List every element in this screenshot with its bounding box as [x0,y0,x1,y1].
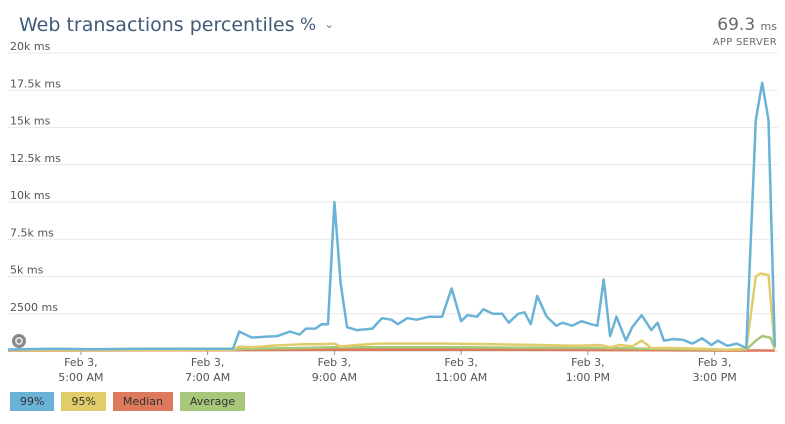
unit-label: % [300,15,317,35]
scrubber-handle-icon[interactable] [12,334,26,348]
legend-item-median[interactable]: Median [112,392,173,411]
series-line-99pct [7,81,777,351]
y-tick-label: 17.5k ms [10,77,61,90]
x-axis-ticks: Feb 3, 5:00 AM Feb 3, 7:00 AM Feb 3, 9:00 AM F… [58,351,737,384]
legend-item-average[interactable]: Average [179,392,246,411]
x-tick-date: Feb 3, [318,356,351,369]
x-tick-date: Feb 3, [64,356,97,369]
legend: 99% 95% Median Average [10,392,246,411]
summary-metric: 69.3 ms APP SERVER [713,15,777,48]
summary-label: APP SERVER [712,37,777,48]
summary-value: 69.3 ms [717,15,777,35]
x-tick-date: Feb 3, [571,356,604,369]
x-tick-time: 11:00 AM [435,371,487,384]
x-tick-date: Feb 3, [444,356,477,369]
x-tick-time: 9:00 AM [312,371,357,384]
x-tick-time: 1:00 PM [566,371,610,384]
series-line-median [7,348,775,352]
grid-lines [8,52,778,352]
chevron-down-icon: ⌄ [324,17,335,31]
legend-item-99pct[interactable]: 99% [10,392,55,411]
series-line-95pct [7,272,777,352]
unit-dropdown[interactable]: % ⌄ [300,15,334,35]
y-tick-label: 20k ms [10,40,51,53]
y-tick-label: 5k ms [10,264,44,277]
y-tick-label: 2500 ms [10,301,58,314]
y-axis-ticks: 2500 ms 5k ms 7.5k ms 10k ms 12.5k ms 15k ms 1… [10,40,61,314]
x-tick-time: 3:00 PM [692,371,736,384]
chart-title: Web transactions percentiles [19,14,295,36]
legend-item-95pct[interactable]: 95% [61,392,106,411]
y-tick-label: 10k ms [10,189,51,202]
x-tick-time: 5:00 AM [58,371,103,384]
x-tick-time: 7:00 AM [185,371,230,384]
series-lines [7,81,777,352]
y-tick-label: 12.5k ms [10,152,61,165]
x-tick-date: Feb 3, [698,356,731,369]
x-tick-date: Feb 3, [191,356,224,369]
y-tick-label: 15k ms [10,115,51,128]
y-tick-label: 7.5k ms [10,226,54,239]
series-line-average [7,334,776,352]
